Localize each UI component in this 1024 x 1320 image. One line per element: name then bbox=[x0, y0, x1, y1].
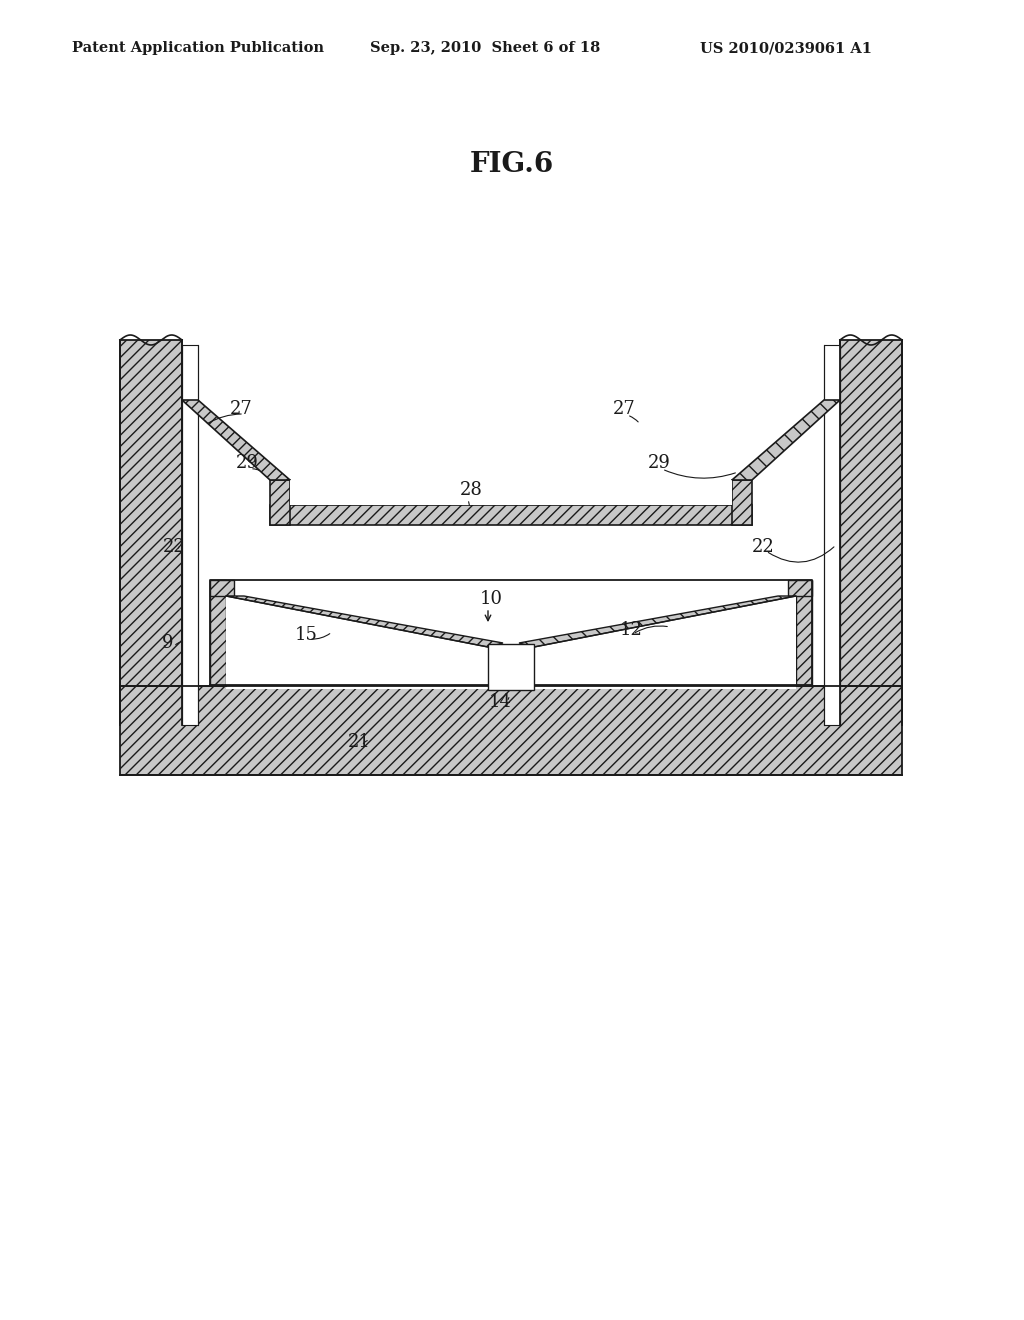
Text: 22: 22 bbox=[163, 539, 185, 556]
Polygon shape bbox=[226, 597, 503, 647]
Text: 29: 29 bbox=[648, 454, 671, 473]
Text: 14: 14 bbox=[488, 693, 511, 711]
Bar bbox=[120, 686, 902, 775]
Text: 28: 28 bbox=[460, 480, 483, 499]
Polygon shape bbox=[519, 597, 796, 647]
Bar bbox=[226, 686, 796, 689]
Bar bbox=[796, 579, 812, 685]
Bar bbox=[788, 579, 812, 597]
Bar bbox=[210, 579, 234, 597]
Text: 15: 15 bbox=[295, 626, 317, 644]
Bar bbox=[210, 579, 226, 685]
Bar bbox=[120, 341, 182, 725]
Bar bbox=[270, 506, 752, 525]
Text: 22: 22 bbox=[752, 539, 775, 556]
Polygon shape bbox=[732, 400, 840, 480]
Polygon shape bbox=[226, 597, 488, 685]
Text: 29: 29 bbox=[236, 454, 259, 473]
Text: Sep. 23, 2010  Sheet 6 of 18: Sep. 23, 2010 Sheet 6 of 18 bbox=[370, 41, 600, 55]
Text: 27: 27 bbox=[230, 400, 253, 418]
Bar bbox=[824, 345, 840, 725]
Bar bbox=[732, 480, 752, 525]
Text: Patent Application Publication: Patent Application Publication bbox=[72, 41, 324, 55]
Bar bbox=[840, 341, 902, 725]
Text: 10: 10 bbox=[480, 590, 503, 609]
Bar bbox=[270, 480, 290, 525]
Text: US 2010/0239061 A1: US 2010/0239061 A1 bbox=[700, 41, 872, 55]
Text: 21: 21 bbox=[348, 733, 371, 751]
Text: 9: 9 bbox=[162, 634, 173, 652]
Bar bbox=[198, 341, 824, 725]
Bar bbox=[290, 480, 732, 506]
Text: 27: 27 bbox=[613, 400, 636, 418]
Text: FIG.6: FIG.6 bbox=[470, 152, 554, 178]
Polygon shape bbox=[182, 400, 290, 480]
Text: 12: 12 bbox=[620, 620, 643, 639]
Polygon shape bbox=[534, 597, 796, 685]
Bar bbox=[488, 644, 534, 690]
Bar bbox=[226, 579, 796, 685]
Bar bbox=[182, 345, 198, 725]
